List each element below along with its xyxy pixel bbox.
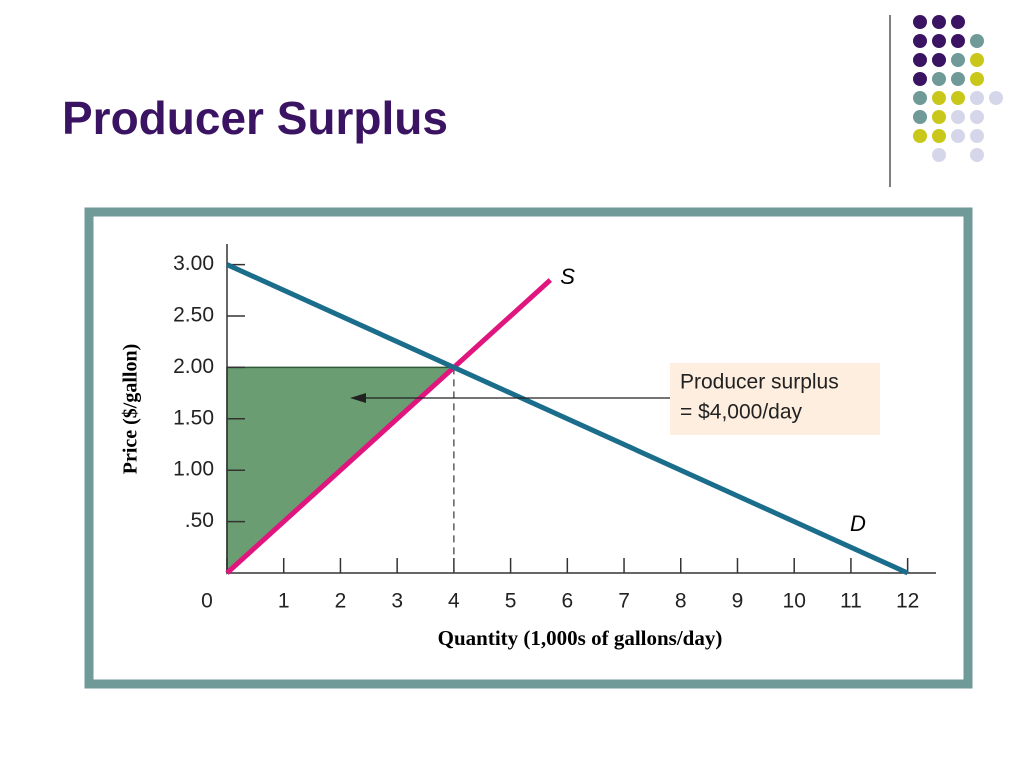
x-tick-label: 10 <box>783 590 806 613</box>
dot <box>932 15 946 29</box>
x-tick-label: 9 <box>732 590 744 613</box>
dot <box>932 53 946 67</box>
dot <box>951 72 965 86</box>
dot <box>970 148 984 162</box>
dot <box>951 110 965 124</box>
y-axis-title: Price ($/gallon) <box>120 344 142 475</box>
y-tick-label: .50 <box>185 509 214 532</box>
y-tick-label: 2.00 <box>173 355 214 378</box>
dot <box>970 34 984 48</box>
x-tick-label: 8 <box>675 590 687 613</box>
series-line <box>225 262 909 576</box>
annotation-box <box>670 363 880 435</box>
dot <box>951 91 965 105</box>
x-tick-label: 4 <box>448 590 460 613</box>
x-tick-label: 11 <box>840 590 862 613</box>
dot <box>951 15 965 29</box>
x-tick-label: 1 <box>278 590 290 613</box>
x-tick-label: 0 <box>201 590 213 613</box>
dot <box>951 53 965 67</box>
annotation-text: = $4,000/day <box>680 401 803 424</box>
y-tick-label: 3.00 <box>173 252 214 275</box>
x-tick-label: 12 <box>896 590 919 613</box>
x-tick-label: 6 <box>561 590 573 613</box>
slide-title: Producer Surplus <box>62 92 448 144</box>
dot <box>913 91 927 105</box>
y-tick-label: 1.00 <box>173 458 214 481</box>
dot <box>970 72 984 86</box>
dot <box>913 110 927 124</box>
dot <box>913 34 927 48</box>
x-axis-title: Quantity (1,000s of gallons/day) <box>438 626 723 650</box>
x-tick-label: 3 <box>391 590 403 613</box>
dot <box>932 129 946 143</box>
plot: 0 1 2 3 4 5 6 7 8 9 10 11 12.501.001.502.002.503.00S… <box>173 244 936 613</box>
dot <box>932 110 946 124</box>
y-tick-label: 1.50 <box>173 406 214 429</box>
arrow-head <box>350 393 366 403</box>
dot <box>970 53 984 67</box>
series-line <box>225 278 552 575</box>
dot <box>913 53 927 67</box>
x-tick-label: 5 <box>505 590 517 613</box>
dot <box>913 72 927 86</box>
dot <box>913 15 927 29</box>
x-tick-label: 2 <box>335 590 347 613</box>
series-label: S <box>560 264 575 289</box>
dot <box>951 34 965 48</box>
x-tick-label: 7 <box>618 590 630 613</box>
annotation-text: Producer surplus <box>680 371 839 394</box>
dot <box>932 148 946 162</box>
y-tick-label: 2.50 <box>173 304 214 327</box>
decoration <box>913 15 1003 162</box>
dot <box>913 129 927 143</box>
dot <box>932 72 946 86</box>
dot <box>970 129 984 143</box>
dot <box>932 91 946 105</box>
series-label: D <box>850 511 866 536</box>
dot <box>970 91 984 105</box>
dot <box>989 91 1003 105</box>
dot <box>970 110 984 124</box>
dot <box>951 129 965 143</box>
dot <box>932 34 946 48</box>
chart-frame <box>84 207 973 689</box>
